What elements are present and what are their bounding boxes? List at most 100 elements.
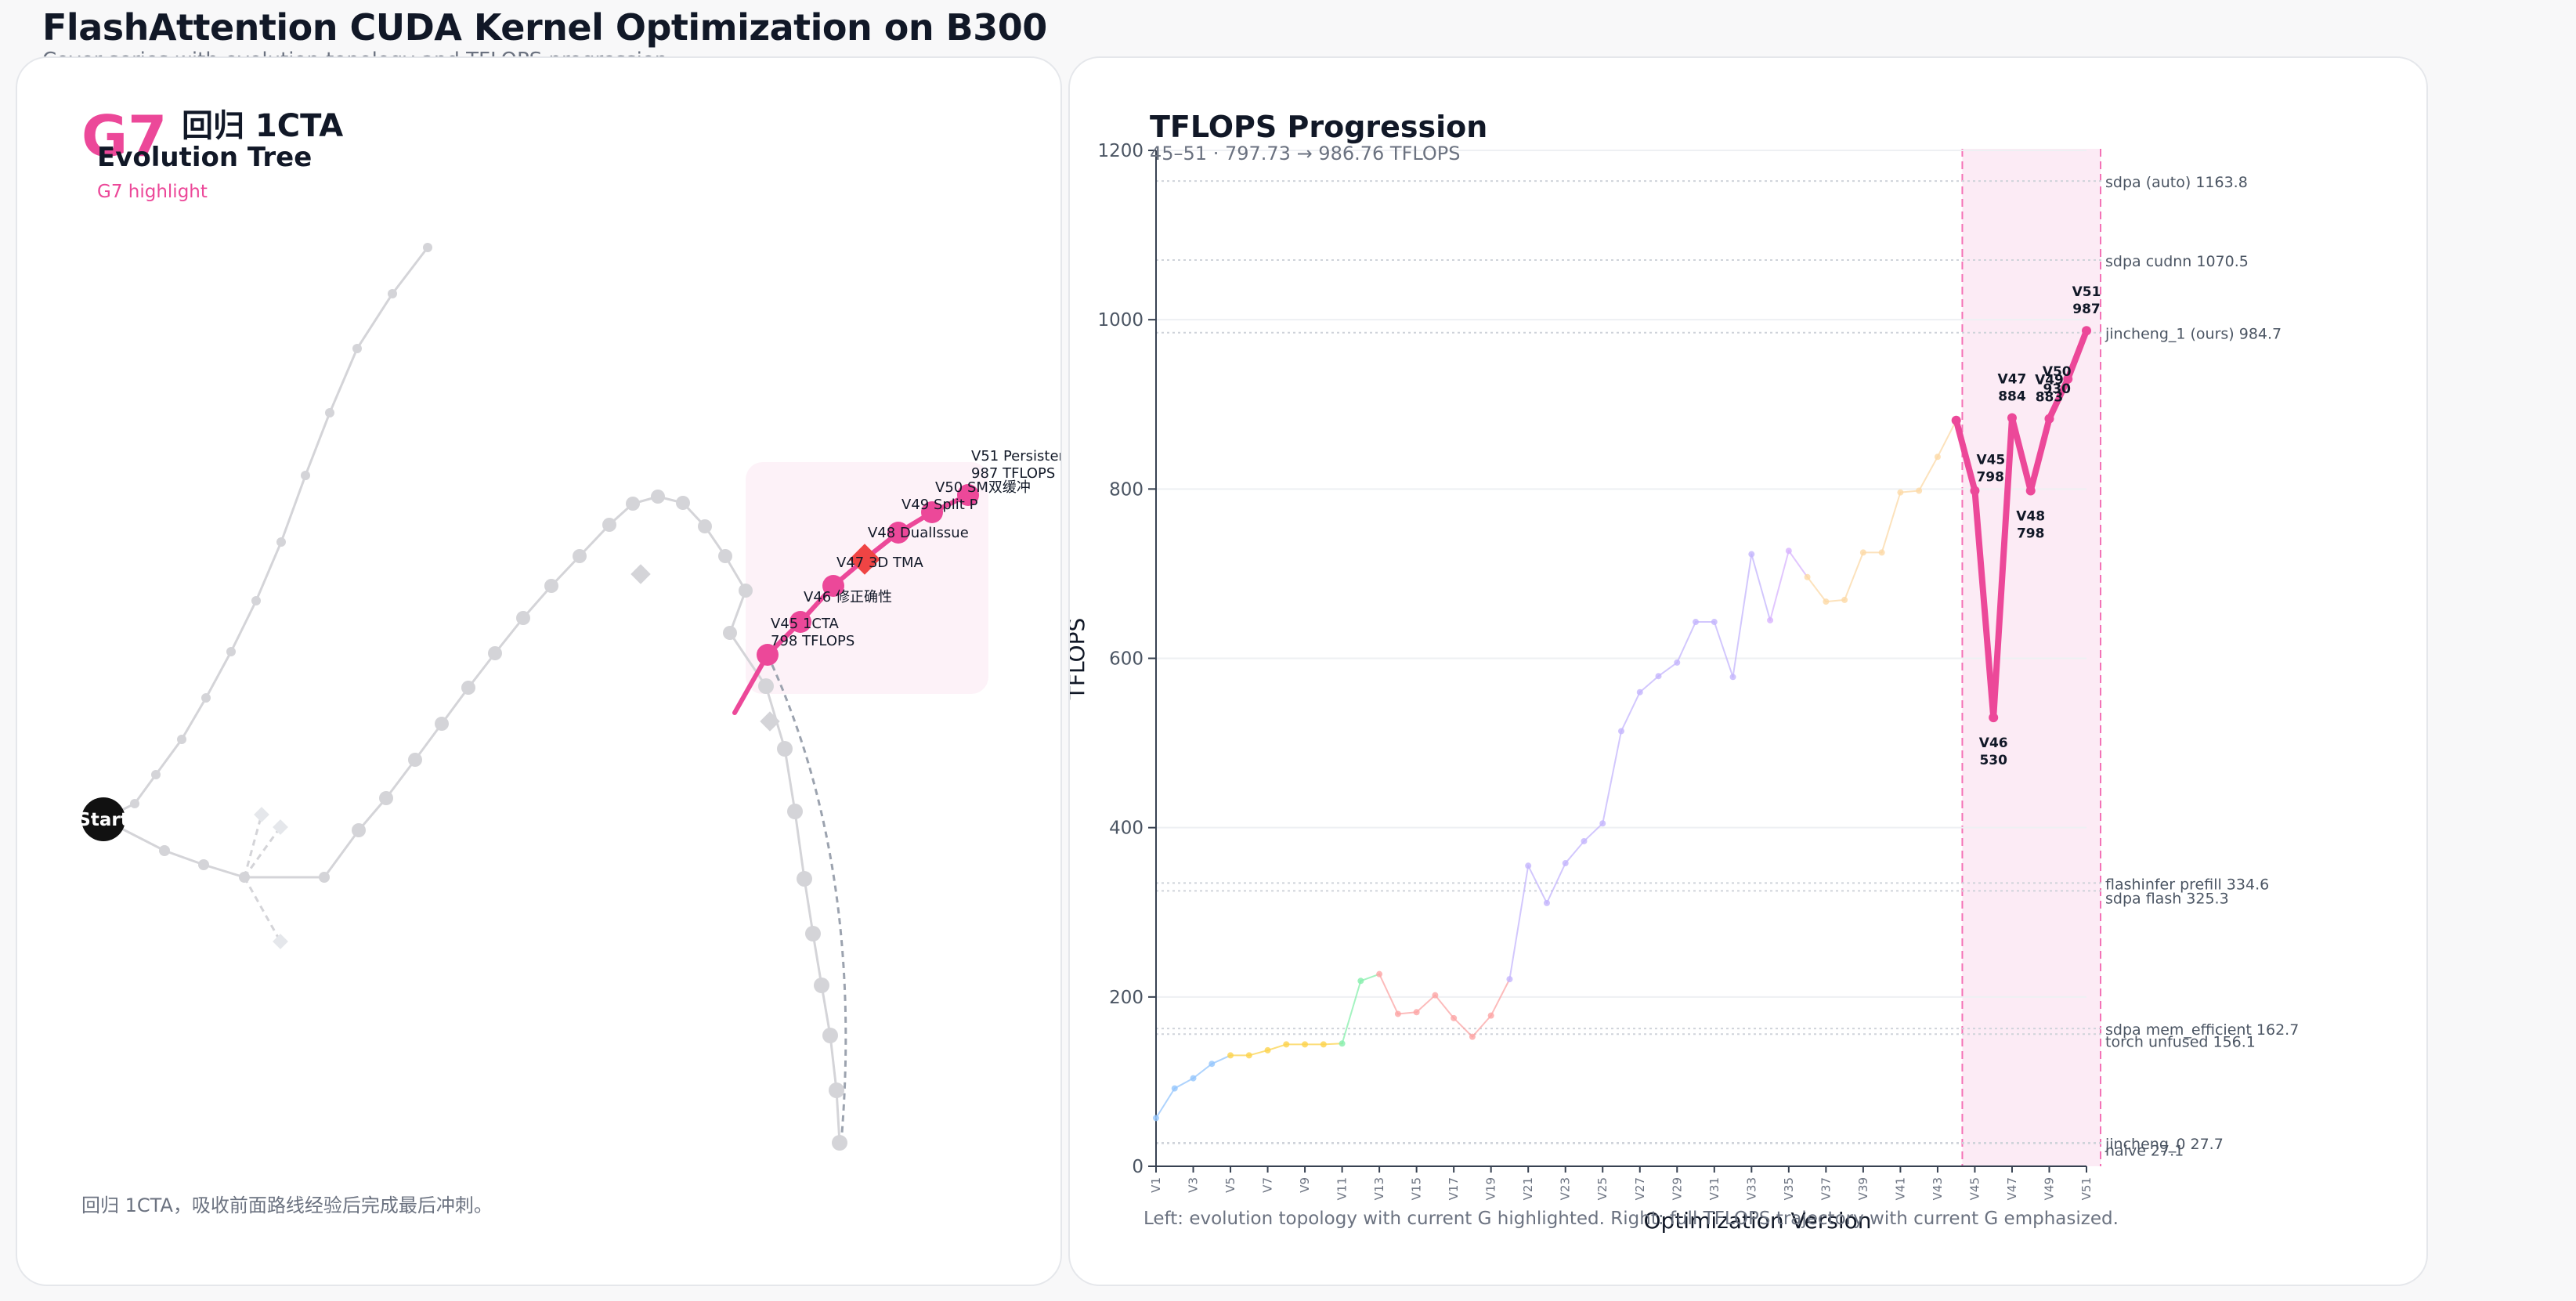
y-tick-label: 1200 (1097, 141, 1143, 161)
g7-node-label: V46 修正确性 (804, 589, 892, 605)
tree-node (408, 753, 422, 767)
tree-caption: 回归 1CTA，吸收前面路线经验后完成最后冲刺。 (81, 1194, 493, 1216)
chart-axes: 0 200 400 600 800 1000 1200 V1 V3 V5 V7 V9 V11 V13 V15… (1097, 141, 2094, 1200)
x-tick-label: V37 (1819, 1177, 1833, 1200)
x-tick-label: V47 (2005, 1177, 2019, 1200)
tree-node (787, 804, 803, 819)
tree-node (201, 693, 211, 703)
descent-branch-link (728, 632, 841, 1144)
data-point (1767, 616, 1774, 623)
data-label-value: 884 (1998, 389, 2026, 405)
data-point (2063, 374, 2073, 384)
series-segment (1583, 822, 1604, 842)
reference-line-label: flashinfer prefill 334.6 (2105, 876, 2269, 893)
series-segment (1620, 691, 1641, 732)
series-segment (1545, 862, 1566, 904)
series-segment (1378, 973, 1399, 1015)
return-link (766, 654, 847, 1144)
series-segment (1360, 973, 1381, 982)
data-label-value: 987 (2072, 302, 2101, 317)
data-point (1581, 837, 1588, 844)
reference-line-label: jincheng_0 27.7 (2105, 1136, 2224, 1153)
data-point (2025, 486, 2036, 496)
tree-node (352, 344, 362, 353)
upper-branch-link (103, 247, 429, 821)
x-axis-label: Optimization Version (1644, 1208, 1872, 1234)
group-name: 回归 1CTA (182, 108, 343, 144)
tree-node (626, 497, 640, 511)
series-segment (1155, 1087, 1176, 1119)
y-tick-label: 800 (1109, 479, 1143, 500)
x-tick-label: V39 (1856, 1177, 1870, 1200)
series-segment (1990, 414, 2015, 721)
tree-node (151, 770, 161, 779)
tree-node (388, 289, 397, 298)
data-point (2007, 413, 2017, 423)
x-tick-label: V31 (1707, 1177, 1722, 1200)
pruned-node (760, 711, 780, 732)
series-segment (1527, 865, 1548, 904)
data-label-value: 930 (2043, 381, 2071, 397)
start-node[interactable]: Start (78, 797, 129, 841)
x-tick-label: V51 (2079, 1177, 2094, 1200)
g7-node-label: V45 1CTA (771, 616, 840, 632)
tree-node (159, 845, 170, 856)
data-labels: V45798V46530V47884V48798V49883V50930V519… (1976, 284, 2101, 768)
series-segment (1564, 840, 1585, 865)
series-segment (2027, 415, 2053, 494)
data-point (1320, 1041, 1327, 1048)
pruned-node (254, 807, 269, 822)
reference-line-label: sdpa cudnn 1070.5 (2105, 253, 2249, 270)
tree-node (573, 549, 587, 563)
data-label-version: V48 (2016, 508, 2045, 524)
series-segment (1211, 1054, 1232, 1065)
series-segment (1192, 1063, 1213, 1079)
series-segment (2065, 327, 2090, 382)
series-segment (1657, 661, 1678, 678)
tree-node (226, 647, 236, 656)
reference-lines: sdpa (auto) 1163.8 sdpa cudnn 1070.5 jinch… (1156, 174, 2299, 1160)
data-point (1951, 415, 1961, 425)
data-point (1823, 598, 1830, 605)
tree-node (805, 926, 821, 941)
tree-subtitle: G7 highlight (97, 182, 208, 202)
tree-node (251, 596, 261, 605)
data-point (1916, 487, 1923, 494)
series-segment (1936, 419, 1957, 458)
data-point (1469, 1033, 1476, 1040)
data-point (1618, 728, 1624, 735)
reference-line-label: naive 27.1 (2105, 1143, 2184, 1160)
chart-subtitle: 45–51 · 797.73 → 986.76 TFLOPS (1150, 143, 1461, 164)
g7-node-label: V48 DualIssue (868, 525, 969, 541)
tree-node (698, 519, 712, 533)
x-tick-label: V25 (1595, 1177, 1610, 1200)
data-point (1711, 619, 1718, 626)
data-point (1227, 1052, 1234, 1059)
g7-node-label: V50 SM双缓冲 (935, 479, 1031, 496)
chart-gridlines (1156, 150, 2086, 1167)
x-tick-label: V29 (1670, 1177, 1684, 1200)
x-tick-label: V9 (1298, 1177, 1312, 1193)
series-segment (1881, 491, 1902, 554)
x-tick-label: V23 (1559, 1177, 1573, 1200)
tree-node (829, 1082, 844, 1098)
tree-node (352, 823, 366, 837)
series-segment (1806, 576, 1827, 603)
tree-node (602, 518, 616, 532)
data-point (1562, 860, 1569, 867)
series-segment (1732, 553, 1753, 678)
series-segment (1453, 1017, 1473, 1038)
tree-node (832, 1135, 847, 1151)
tree-node (718, 549, 732, 563)
series-segment (1490, 978, 1511, 1017)
data-label-version: V50 (2043, 364, 2072, 380)
x-tick-label: V5 (1223, 1177, 1237, 1193)
g7-node-sublabel: 798 TFLOPS (771, 633, 854, 649)
tree-node (797, 871, 812, 887)
data-point (1748, 551, 1755, 558)
data-point (1693, 619, 1700, 626)
tree-node (814, 978, 829, 993)
pruned-node (273, 934, 288, 949)
data-point (1989, 713, 1999, 723)
x-tick-label: V41 (1893, 1177, 1907, 1200)
